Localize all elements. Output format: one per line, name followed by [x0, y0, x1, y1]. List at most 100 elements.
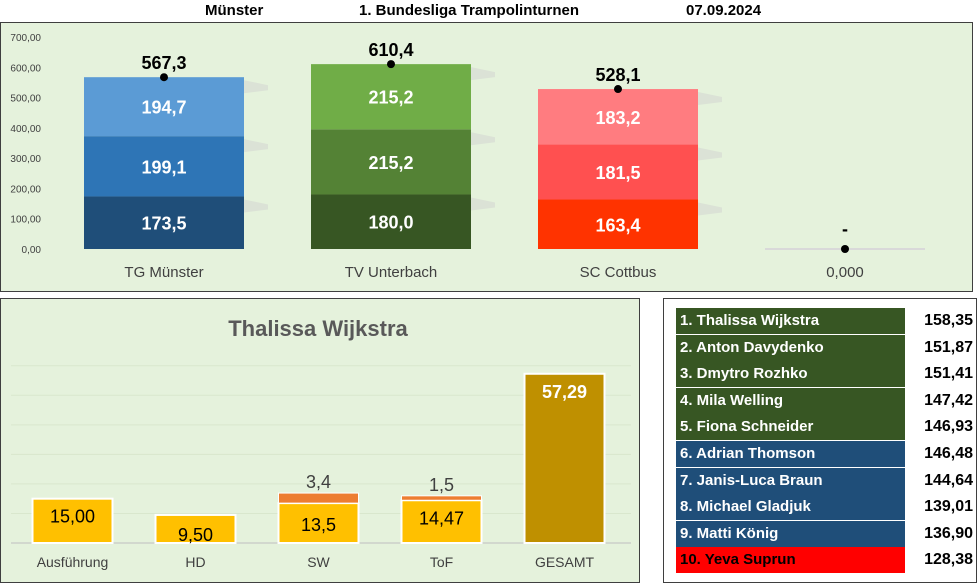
total-marker — [160, 73, 168, 82]
header-location: Münster — [205, 2, 264, 19]
athlete-category-label: SW — [307, 554, 330, 570]
ranking-athlete-name: 1. Thalissa Wijkstra — [676, 308, 905, 334]
bar-shadow — [471, 132, 495, 146]
team-stacked-bar-chart: 0,00 100,00 200,00 300,00 400,00 500,00 600,00… — [10, 33, 925, 281]
segment-value-label: 215,2 — [368, 153, 413, 173]
team-category-label: TG Münster — [124, 264, 203, 281]
athlete-bar — [277, 502, 360, 544]
bar-value-label: 15,00 — [50, 507, 95, 527]
stacked-bar-segment — [84, 136, 244, 197]
ranking-row: 2. Anton Davydenko 151,87 — [676, 334, 977, 361]
athlete-chart-panel: Thalissa Wijkstra 15,00 Ausführung 9,50 HD 3,… — [0, 298, 640, 583]
ranking-table: 1. Thalissa Wijkstra 158,35 2. Anton Davyd… — [676, 308, 977, 574]
y-tick-label: 400,00 — [10, 124, 41, 135]
ranking-athlete-score: 146,48 — [924, 445, 973, 462]
segment-value-label: 199,1 — [141, 157, 186, 177]
ranking-row: 9. Matti König 136,90 — [676, 520, 977, 547]
athlete-bar-extra — [278, 492, 359, 504]
ranking-row: 5. Fiona Schneider 146,93 — [676, 414, 977, 441]
header-title: 1. Bundesliga Trampolinturnen — [359, 2, 580, 19]
ranking-athlete-name: 2. Anton Davydenko — [676, 334, 905, 361]
ranking-athlete-score: 144,64 — [924, 471, 973, 489]
segment-value-label: 183,2 — [595, 108, 640, 128]
y-tick-label: 100,00 — [10, 215, 41, 226]
ranking-row: 7. Janis-Luca Braun 144,64 — [676, 467, 977, 494]
ranking-row: 3. Dmytro Rozhko 151,41 — [676, 361, 977, 388]
athlete-chart-title: Thalissa Wijkstra — [228, 316, 408, 341]
ranking-athlete-score: 147,42 — [924, 391, 973, 409]
athlete-bar — [154, 513, 237, 544]
ranking-athlete-name: 3. Dmytro Rozhko — [676, 361, 905, 388]
team-category-label: 0,000 — [826, 264, 864, 281]
extra-value-label: 3,4 — [306, 472, 331, 492]
total-marker — [614, 85, 622, 94]
ranking-row: 10. Yeva Suprun 128,38 — [676, 547, 977, 574]
ranking-athlete-score: 146,93 — [924, 418, 973, 436]
stacked-bar-segment — [311, 129, 471, 195]
ranking-athlete-name: 5. Fiona Schneider — [676, 414, 905, 441]
athlete-bar-extra — [401, 495, 482, 501]
stacked-bar-segment — [538, 199, 698, 249]
total-value-label: 610,4 — [368, 40, 413, 60]
athlete-category-label: ToF — [430, 554, 453, 570]
bar-shadow — [698, 92, 722, 106]
ranking-athlete-score: 139,01 — [924, 498, 973, 516]
athlete-bar — [523, 372, 606, 544]
total-value-label: 528,1 — [595, 65, 640, 85]
bar-value-label: 13,5 — [301, 515, 336, 535]
segment-value-label: 194,7 — [141, 98, 186, 118]
y-tick-label: 500,00 — [10, 94, 41, 105]
ranking-row: 4. Mila Welling 147,42 — [676, 387, 977, 414]
athlete-category-label: Ausführung — [37, 554, 109, 570]
ranking-athlete-name: 8. Michael Gladjuk — [676, 494, 905, 521]
athlete-bar-chart: Thalissa Wijkstra 15,00 Ausführung 9,50 HD 3,… — [11, 316, 631, 570]
segment-value-label: 181,5 — [595, 163, 640, 183]
athlete-category-label: GESAMT — [535, 554, 595, 570]
ranking-athlete-name: 4. Mila Welling — [676, 387, 905, 414]
ranking-row: 8. Michael Gladjuk 139,01 — [676, 494, 977, 521]
team-category-label: TV Unterbach — [345, 264, 438, 281]
extra-value-label: 1,5 — [429, 475, 454, 495]
ranking-athlete-name: 10. Yeva Suprun — [676, 547, 905, 574]
y-tick-label: 200,00 — [10, 184, 41, 195]
stacked-bar-segment — [84, 77, 244, 137]
ranking-athlete-name: 6. Adrian Thomson — [676, 441, 905, 467]
total-marker — [387, 60, 395, 69]
ranking-row: 1. Thalissa Wijkstra 158,35 — [676, 308, 977, 334]
ranking-athlete-name: 7. Janis-Luca Braun — [676, 467, 905, 494]
bar-shadow — [698, 147, 722, 161]
team-chart-panel: 0,00 100,00 200,00 300,00 400,00 500,00 600,00… — [0, 22, 973, 292]
ranking-athlete-score: 128,38 — [924, 551, 973, 569]
stacked-bar-segment — [311, 64, 471, 130]
stacked-bar-segment — [538, 144, 698, 200]
header-date: 07.09.2024 — [686, 2, 762, 19]
stacked-bar-segment — [84, 196, 244, 249]
segment-value-label: 215,2 — [368, 88, 413, 108]
bar-value-label: 14,47 — [419, 508, 464, 528]
ranking-panel: 1. Thalissa Wijkstra 158,35 2. Anton Davyd… — [663, 298, 977, 583]
bar-value-label: 57,29 — [542, 382, 587, 402]
athlete-bar — [31, 497, 114, 544]
ranking-athlete-score: 151,41 — [924, 365, 973, 383]
team-category-label: SC Cottbus — [580, 264, 657, 281]
bar-shadow — [244, 199, 268, 213]
bar-shadow — [244, 139, 268, 153]
bar-shadow — [244, 80, 268, 94]
y-tick-label: 600,00 — [10, 63, 41, 74]
total-value-label: 567,3 — [141, 53, 186, 73]
bar-value-label: 9,50 — [178, 525, 213, 545]
ranking-athlete-score: 151,87 — [924, 338, 973, 356]
segment-value-label: 163,4 — [595, 215, 640, 235]
stacked-bar-segment — [538, 89, 698, 145]
stacked-bar-segment — [311, 194, 471, 249]
total-marker — [841, 245, 849, 253]
athlete-category-label: HD — [185, 554, 205, 570]
segment-value-label: 173,5 — [141, 214, 186, 234]
ranking-athlete-score: 158,35 — [924, 312, 973, 329]
ranking-athlete-name: 9. Matti König — [676, 520, 905, 547]
ranking-row: 6. Adrian Thomson 146,48 — [676, 441, 977, 467]
y-tick-label: 0,00 — [22, 245, 42, 256]
y-tick-label: 700,00 — [10, 33, 41, 44]
total-value-label: - — [842, 219, 848, 239]
segment-value-label: 180,0 — [368, 213, 413, 233]
